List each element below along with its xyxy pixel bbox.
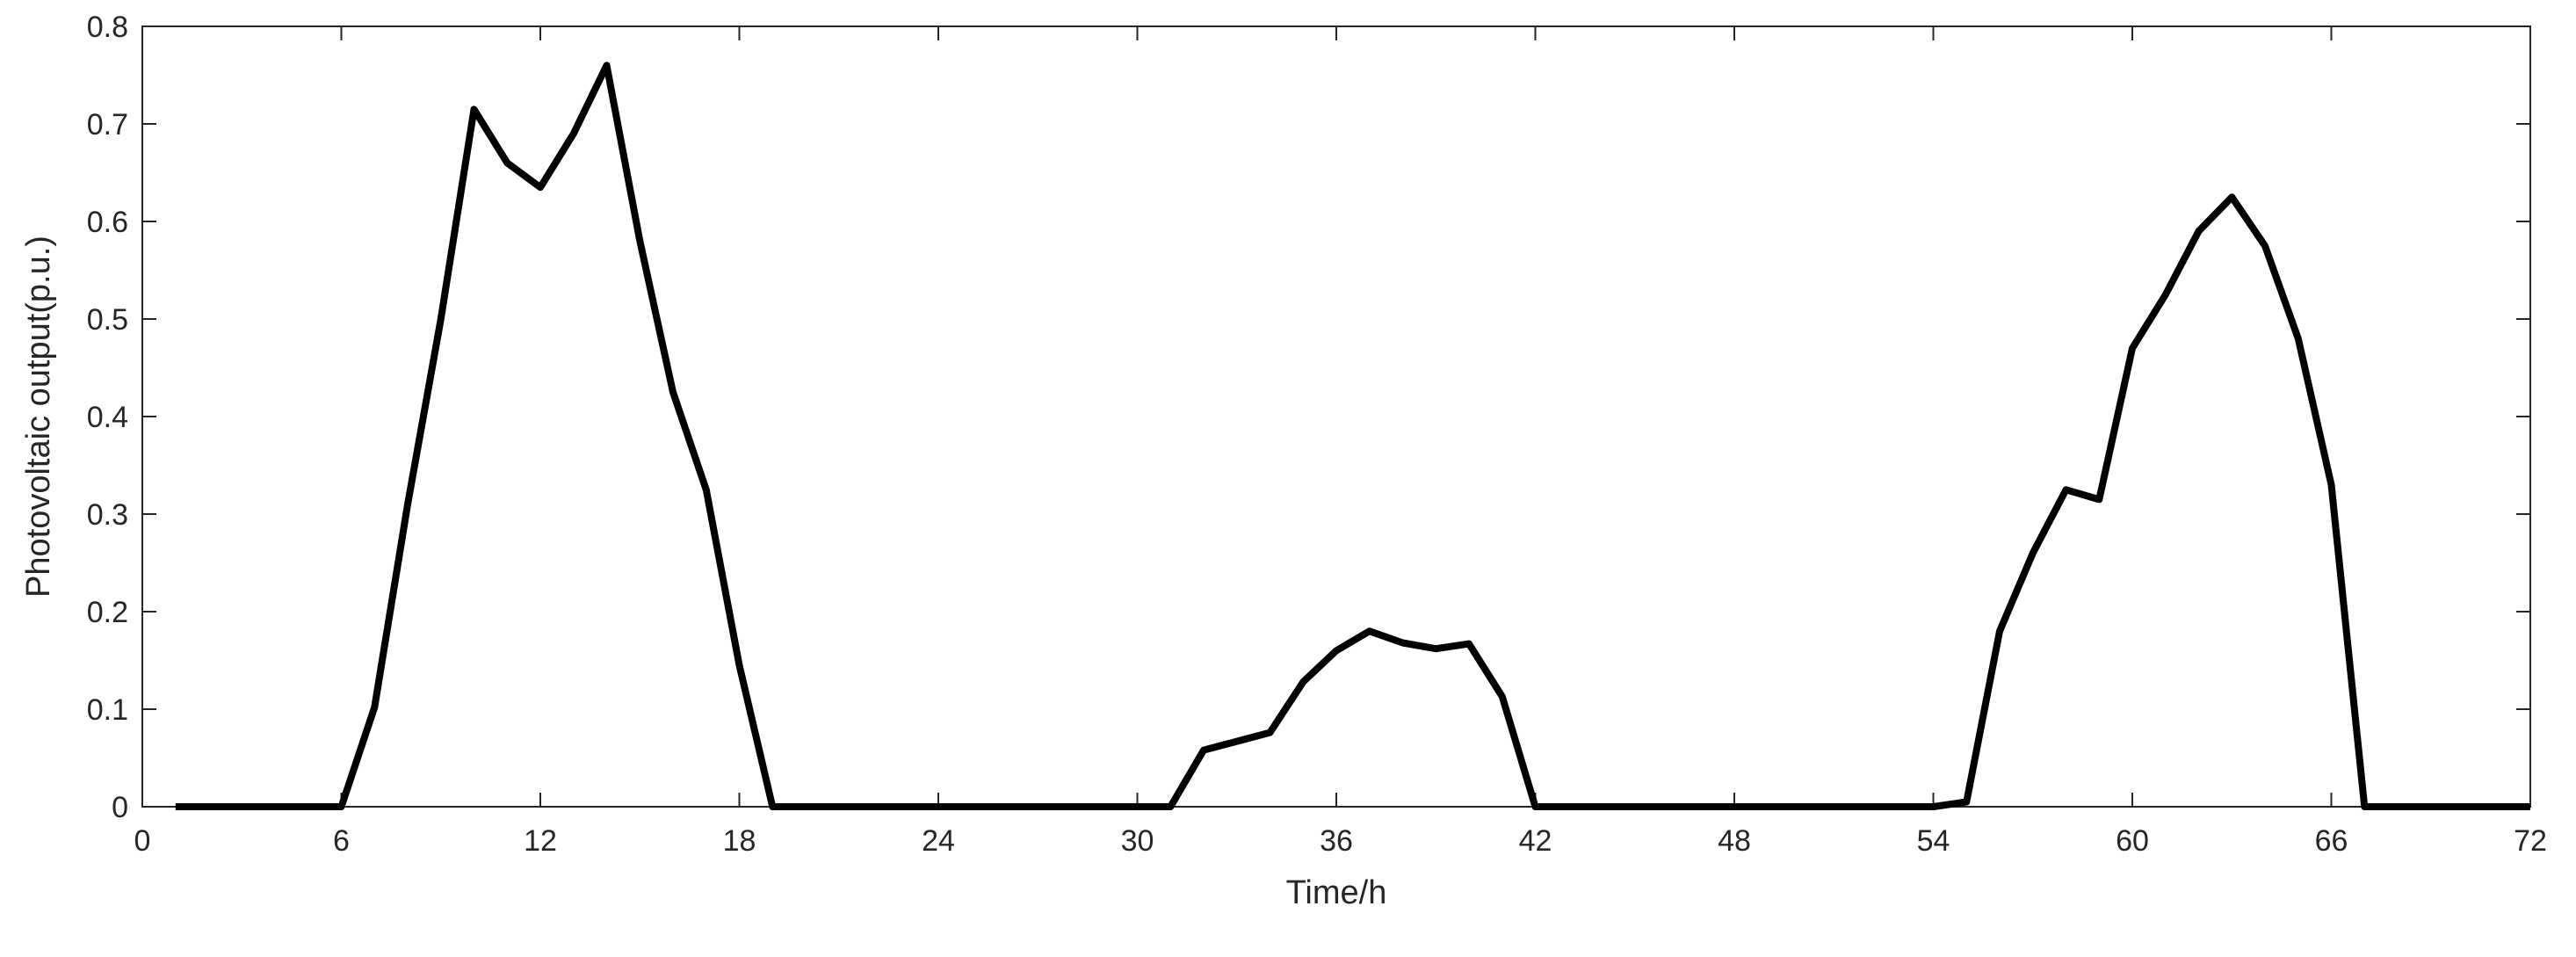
y-tick-label: 0 xyxy=(112,791,128,824)
x-tick-label: 60 xyxy=(2116,824,2149,858)
series-line xyxy=(175,62,2530,810)
y-tick-label: 0.8 xyxy=(87,11,128,44)
y-tick-label: 0.6 xyxy=(87,206,128,239)
plot-area-frame xyxy=(141,25,2531,808)
y-tick-label: 0.5 xyxy=(87,303,128,337)
y-tick-label: 0.1 xyxy=(87,693,128,727)
x-tick-label: 0 xyxy=(134,824,151,858)
x-tick-label: 24 xyxy=(922,824,955,858)
y-tick-label: 0.4 xyxy=(87,401,128,434)
x-tick-label: 18 xyxy=(723,824,756,858)
x-tick-label: 36 xyxy=(1320,824,1353,858)
x-tick-label: 6 xyxy=(333,824,350,858)
x-axis-ticks: 0 6 12 18 24 30 36 42 48 54 60 66 72 xyxy=(134,26,2547,858)
series-layer xyxy=(175,62,2530,810)
y-tick-label: 0.2 xyxy=(87,596,128,629)
x-tick-label: 30 xyxy=(1121,824,1154,858)
x-tick-label: 12 xyxy=(524,824,557,858)
y-tick-label: 0.7 xyxy=(87,108,128,141)
x-axis-label: Time/h xyxy=(1286,874,1387,911)
y-axis-label: Photovoltaic output(p.u.) xyxy=(20,236,57,598)
x-tick-label: 66 xyxy=(2315,824,2348,858)
x-tick-label: 48 xyxy=(1718,824,1751,858)
x-tick-label: 72 xyxy=(2514,824,2547,858)
y-axis-ticks: 0 0.1 0.2 0.3 0.4 0.5 0.6 0.7 0.8 xyxy=(87,11,2530,824)
x-tick-label: 54 xyxy=(1917,824,1950,858)
y-tick-label: 0.3 xyxy=(87,498,128,532)
x-tick-label: 42 xyxy=(1519,824,1552,858)
